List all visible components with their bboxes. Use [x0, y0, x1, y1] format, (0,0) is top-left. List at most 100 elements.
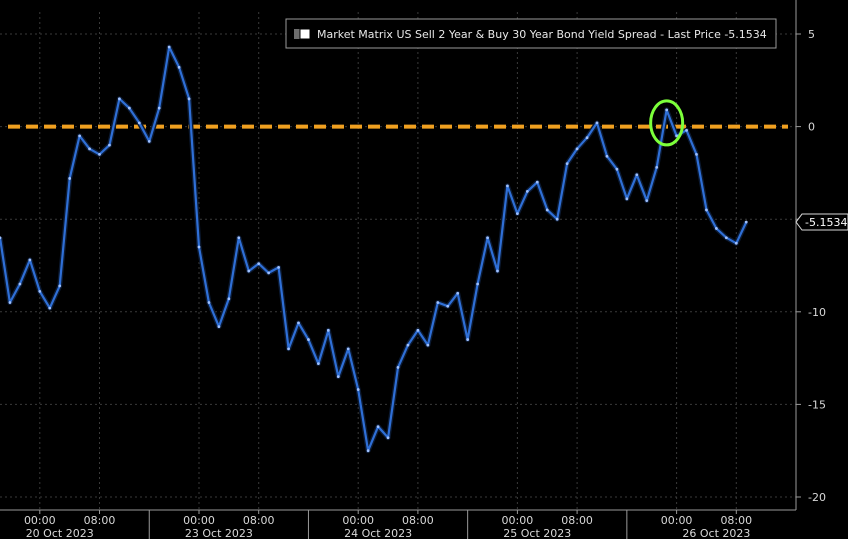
- x-day-label: 26 Oct 2023: [682, 527, 750, 539]
- series-point: [486, 236, 489, 240]
- series-point: [744, 220, 748, 224]
- series-point: [416, 328, 420, 332]
- series-point: [197, 245, 201, 249]
- series-point: [28, 258, 32, 262]
- series-point: [724, 236, 728, 240]
- series-point: [108, 143, 111, 147]
- highlight-layer: [649, 99, 685, 147]
- series-point: [227, 297, 231, 301]
- series-point: [257, 262, 261, 266]
- y-tick-label: -15: [808, 398, 826, 411]
- series-point: [545, 208, 549, 212]
- legend: Market Matrix US Sell 2 Year & Buy 30 Ye…: [285, 18, 777, 49]
- series-point: [635, 173, 639, 177]
- last-price-tag-label: -5.1534: [805, 216, 847, 229]
- x-time-tick-label: 00:00: [183, 514, 215, 527]
- series-point: [585, 136, 589, 140]
- series-point: [346, 347, 350, 351]
- series-point: [326, 328, 330, 332]
- x-time-tick-label: 08:00: [84, 514, 116, 527]
- series-point: [127, 106, 131, 110]
- y-tick-label: -20: [808, 491, 826, 504]
- x-time-tick-label: 00:00: [661, 514, 693, 527]
- series-point: [516, 212, 519, 216]
- series-point: [376, 425, 380, 429]
- series-point: [287, 347, 290, 351]
- series-point: [466, 338, 470, 341]
- series-point: [605, 154, 609, 158]
- series-point: [625, 197, 629, 201]
- series-point: [98, 152, 101, 156]
- series-point: [595, 121, 599, 125]
- series-point: [317, 362, 320, 366]
- series-point: [118, 97, 121, 101]
- x-day-label: 25 Oct 2023: [503, 527, 571, 539]
- series-point: [386, 436, 390, 440]
- x-day-label: 20 Oct 2023: [26, 527, 94, 539]
- series-point: [38, 290, 42, 293]
- series-point: [665, 108, 669, 112]
- series-point: [575, 147, 579, 151]
- x-time-tick-label: 00:00: [24, 514, 56, 527]
- series-point: [565, 162, 569, 166]
- legend-swatch-outer: [294, 29, 304, 39]
- series-point: [685, 128, 688, 132]
- series-point: [336, 375, 340, 379]
- legend-label: Market Matrix US Sell 2 Year & Buy 30 Ye…: [317, 28, 767, 41]
- series-point: [48, 306, 52, 310]
- series-point: [366, 449, 370, 453]
- x-time-tick-label: 08:00: [561, 514, 593, 527]
- series-point: [356, 388, 360, 391]
- series-point: [715, 227, 718, 230]
- series-point: [476, 282, 479, 286]
- series-point: [217, 325, 221, 329]
- series-point: [406, 343, 410, 347]
- grid-layer: [0, 12, 796, 510]
- series-point: [734, 241, 738, 245]
- x-time-tick-label: 08:00: [720, 514, 752, 527]
- series-point: [535, 180, 539, 184]
- series-point: [436, 301, 440, 304]
- series-point: [58, 284, 62, 288]
- series-point: [207, 301, 211, 304]
- series-point: [88, 147, 91, 151]
- y-axis: 5 0 -10 -15 -20 -5.1534: [795, 0, 848, 510]
- x-time-tick-label: 08:00: [402, 514, 434, 527]
- x-day-label: 24 Oct 2023: [344, 527, 412, 539]
- y-tick-label: 5: [808, 28, 815, 41]
- series-point: [426, 343, 430, 347]
- series-point: [0, 236, 2, 240]
- series-point: [247, 269, 251, 273]
- series-point: [18, 282, 22, 286]
- series-point: [456, 291, 460, 295]
- series-point: [307, 338, 310, 341]
- series-point: [297, 321, 300, 325]
- y-tick-label: -10: [808, 306, 826, 319]
- series-point: [446, 304, 450, 308]
- x-axis: 00:00 08:00 00:00 08:00 00:00 08:00 00:00 08:00…: [0, 509, 796, 539]
- series-point: [655, 165, 659, 169]
- series-point: [157, 106, 161, 110]
- y-tick-label: 0: [808, 121, 815, 134]
- series-point: [237, 236, 241, 240]
- series-point: [78, 134, 81, 138]
- series-point: [68, 177, 72, 180]
- series-point: [137, 121, 141, 125]
- highlight-ellipse: [649, 99, 685, 147]
- series-point: [695, 152, 698, 156]
- series-point: [8, 301, 12, 304]
- series-point: [167, 45, 171, 49]
- series-point: [645, 199, 649, 203]
- last-price-tag-box: [795, 213, 848, 231]
- legend-box: [285, 18, 777, 49]
- series-point: [396, 365, 400, 369]
- series-point: [506, 184, 509, 188]
- series-point: [147, 140, 151, 143]
- series-point: [705, 208, 708, 212]
- series-point: [555, 217, 559, 221]
- series-point: [267, 271, 271, 275]
- series-point: [277, 265, 280, 269]
- x-day-label: 23 Oct 2023: [185, 527, 253, 539]
